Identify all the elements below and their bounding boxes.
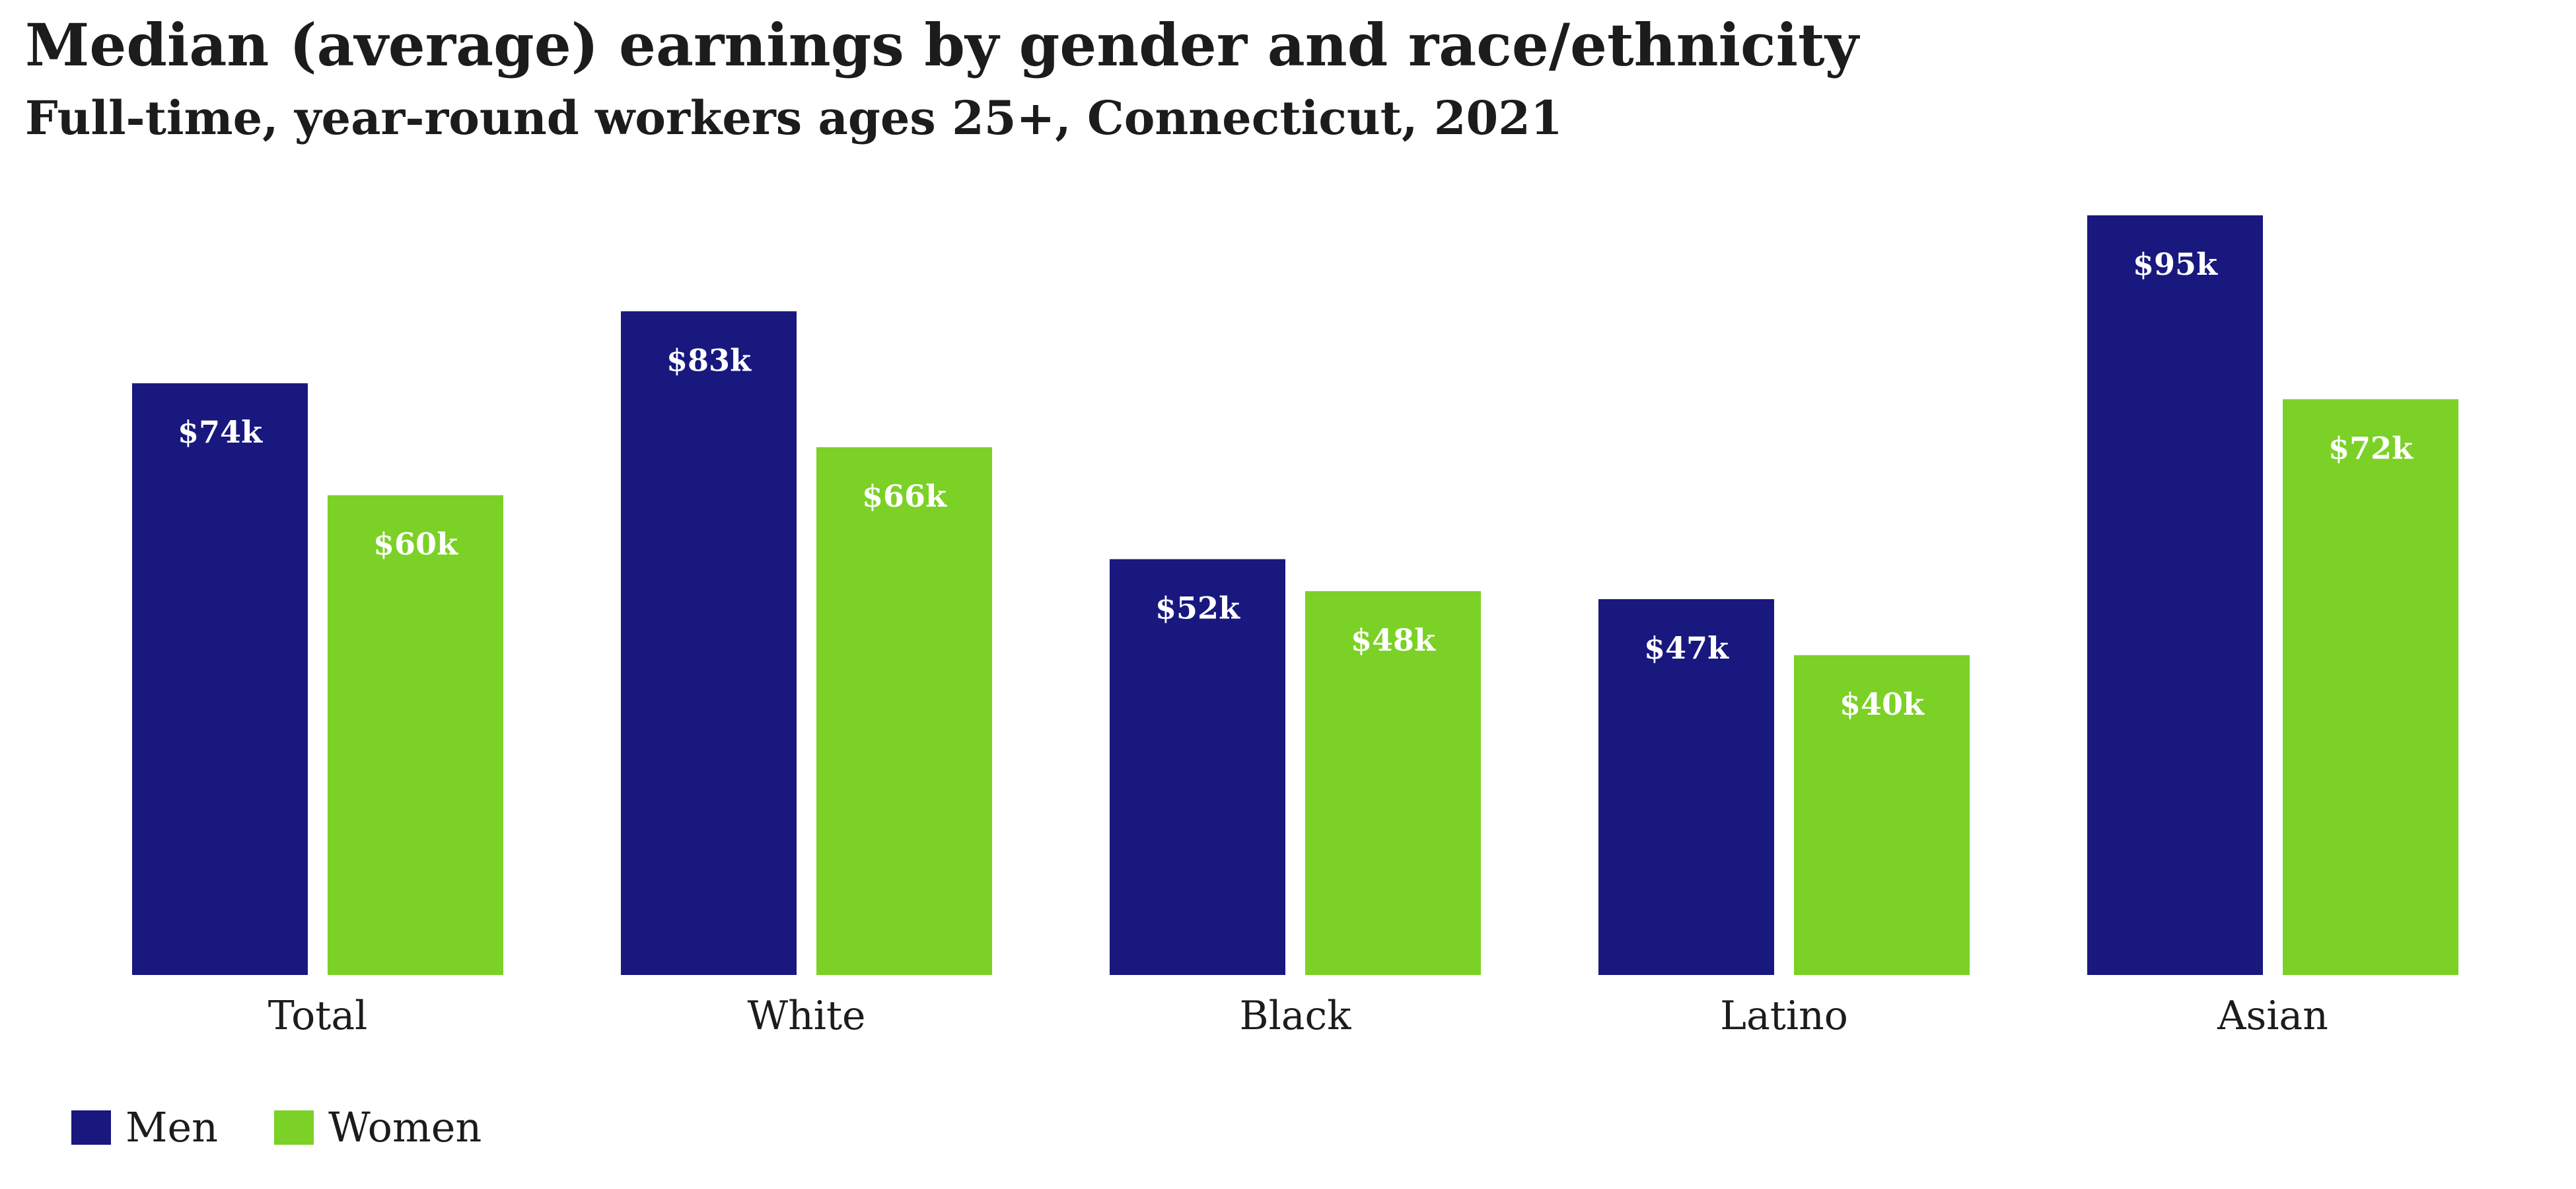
x-tick-label-white: White (747, 993, 865, 1039)
data-label-men-white: $83k (666, 342, 752, 378)
bar-women-white (816, 447, 992, 975)
x-tick-label-latino: Latino (1720, 993, 1848, 1039)
legend-item-men: Men (71, 1103, 218, 1151)
x-tick-label-black: Black (1239, 993, 1351, 1039)
bar-men-white (621, 311, 797, 975)
legend-swatch-men (71, 1110, 111, 1145)
bar-men-black (1110, 559, 1285, 975)
data-label-women-white: $66k (862, 478, 947, 514)
data-label-men-black: $52k (1155, 591, 1240, 626)
bar-men-asian (2087, 215, 2263, 975)
data-label-men-total: $74k (178, 414, 263, 450)
legend-label-women: Women (328, 1103, 482, 1151)
bar-women-black (1305, 591, 1481, 975)
data-label-women-black: $48k (1351, 622, 1436, 658)
x-tick-label-total: Total (268, 993, 368, 1039)
legend-item-women: Women (274, 1103, 482, 1151)
legend: Men Women (71, 1103, 538, 1151)
legend-swatch-women (274, 1110, 314, 1145)
bar-men-total (132, 383, 308, 975)
data-label-women-latino: $40k (1840, 686, 1925, 722)
bar-women-latino (1794, 655, 1970, 975)
bar-women-asian (2283, 399, 2458, 975)
data-label-men-asian: $95k (2133, 246, 2218, 282)
data-label-women-asian: $72k (2328, 430, 2414, 466)
data-label-men-latino: $47k (1644, 630, 1729, 666)
chart-subtitle: Full-time, year-round workers ages 25+, … (25, 90, 1563, 145)
data-label-women-total: $60k (373, 526, 458, 562)
legend-label-men: Men (125, 1103, 219, 1151)
bar-women-total (328, 495, 503, 975)
bar-men-latino (1598, 599, 1774, 975)
x-tick-label-asian: Asian (2217, 993, 2328, 1039)
chart-title: Median (average) earnings by gender and … (25, 11, 1859, 79)
